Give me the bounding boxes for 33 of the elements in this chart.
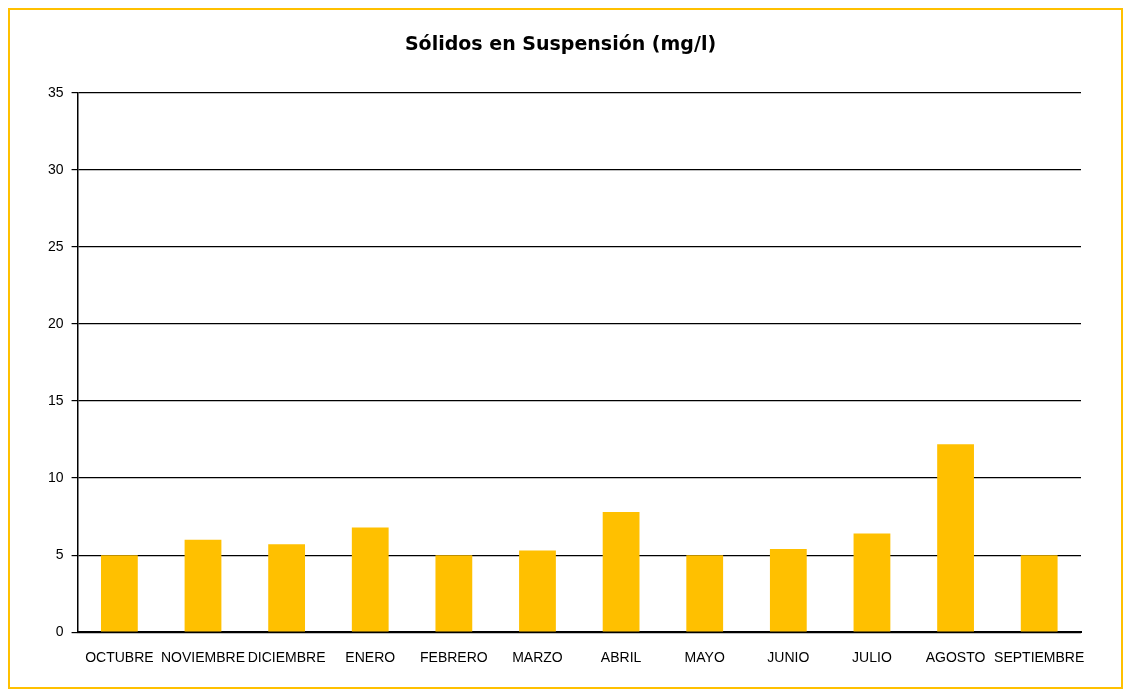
y-tick-label: 5 [55,546,64,562]
y-tick-label: 10 [47,468,64,485]
x-tick-label: JUNIO [767,649,810,666]
x-tick-label: MAYO [684,649,725,666]
x-tick-label: ENERO [345,649,396,666]
y-tick-label: 15 [47,391,64,408]
x-tick-label: NOVIEMBRE [160,649,246,666]
bar [853,533,891,632]
bar [937,444,974,632]
x-tick-label: JULIO [852,649,892,666]
x-tick-label: FEBRERO [420,649,488,666]
y-tick-label: 25 [47,237,64,254]
x-tick-label: DICIEMBRE [247,649,326,666]
y-tick-label: 0 [55,623,64,640]
x-tick-label: AGOSTO [925,649,986,666]
bar [435,555,473,632]
x-tick-label: ABRIL [600,649,642,666]
bar [100,555,138,632]
y-tick-label: 30 [47,160,64,177]
x-tick-label: OCTUBRE [85,649,154,666]
bar [268,544,306,632]
bar [769,548,807,632]
x-tick-label: SEPTIEMBRE [994,649,1085,666]
y-tick-label: 35 [47,83,64,100]
bar [602,511,640,632]
chart-title: Sólidos en Suspensión (mg/l) [404,32,717,55]
x-tick-label: MARZO [512,649,563,666]
bar [184,539,222,632]
bar [351,527,389,632]
bar [1020,555,1058,632]
bar [686,555,724,632]
y-tick-label: 20 [47,314,64,331]
bar [519,550,556,632]
